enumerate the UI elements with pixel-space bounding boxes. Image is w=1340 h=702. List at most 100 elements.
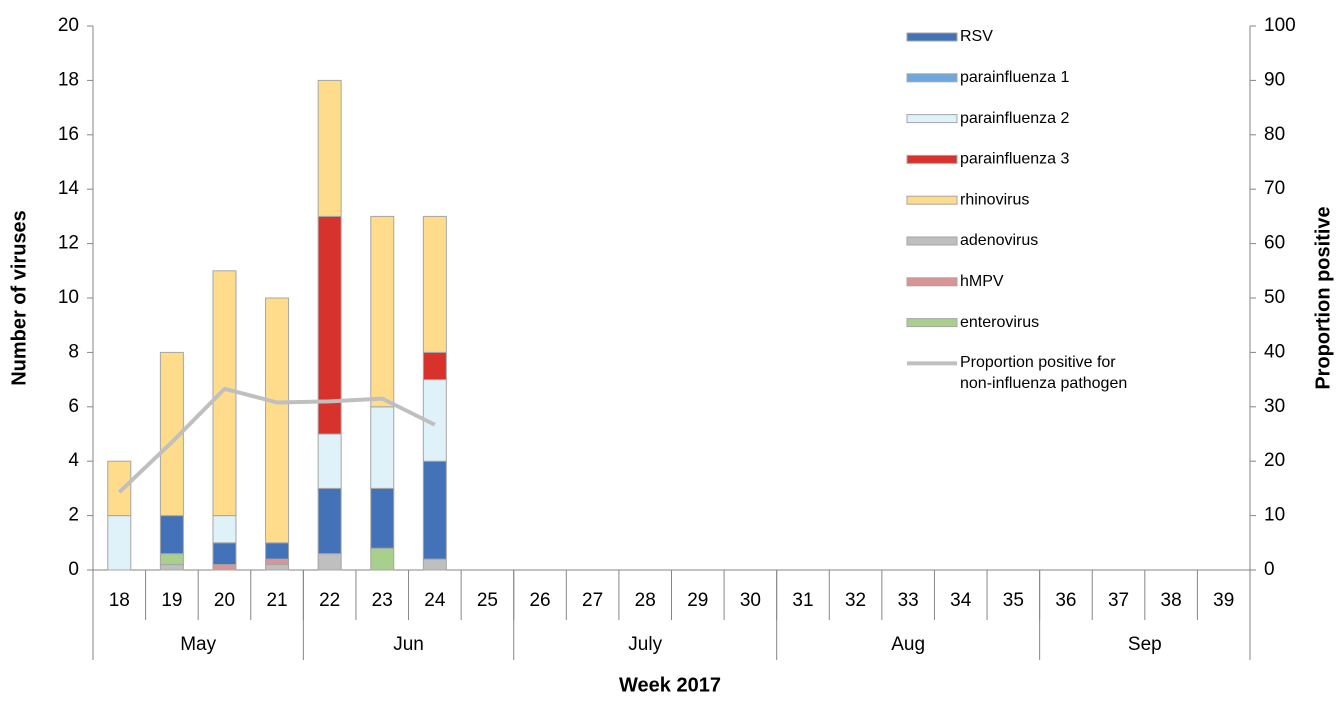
x-tick-label: 19 (161, 590, 182, 611)
bar-segment (159, 564, 184, 571)
legend-item: hMPV (906, 273, 1004, 290)
legend-item: adenovirus (906, 232, 1038, 249)
x-tick-label: 18 (109, 590, 130, 611)
bar-segment (422, 215, 447, 353)
y-tick-label: 12 (58, 233, 79, 254)
bar-segment (370, 406, 395, 489)
y-tick-label: 14 (58, 178, 80, 199)
x-tick-label: 33 (898, 590, 919, 611)
x-group-label: Sep (1128, 634, 1162, 655)
legend-label: hMPV (960, 273, 1004, 290)
legend-label: adenovirus (960, 232, 1038, 249)
y2-tick-label: 20 (1264, 450, 1285, 471)
x-tick-label: 20 (214, 590, 235, 611)
bar-segment (107, 515, 132, 571)
y2-tick-label: 40 (1264, 341, 1285, 362)
y-axis-title: Number of viruses (8, 210, 30, 386)
bar-segment (159, 351, 184, 517)
bar-segment (212, 542, 237, 566)
x-tick-label: 34 (950, 590, 972, 611)
x-tick-label: 31 (792, 590, 813, 611)
x-tick-label: 37 (1108, 590, 1129, 611)
legend-swatch (906, 318, 958, 328)
legend-label: RSV (960, 28, 993, 45)
legend-label-box: Proportion positive for non-influenza pa… (960, 354, 1128, 393)
bar-segment (265, 297, 290, 544)
bar-segment (265, 558, 290, 566)
bar-segment (317, 79, 342, 217)
y2-axis-title: Proportion positive (1312, 206, 1334, 389)
bar-segment (370, 215, 395, 408)
bar-segment (370, 487, 395, 549)
x-tick-label: 30 (740, 590, 761, 611)
y-tick-label: 16 (58, 124, 79, 145)
x-tick-label: 22 (319, 590, 340, 611)
y2-tick-label: 60 (1264, 233, 1285, 254)
legend-swatch (906, 154, 958, 164)
x-tick-label: 25 (477, 590, 498, 611)
y2-tick-label: 70 (1264, 178, 1285, 199)
legend-item: parainfluenza 2 (906, 110, 1070, 127)
y-tick-label: 8 (68, 341, 79, 362)
x-group-label: May (180, 634, 216, 655)
y-tick-label: 2 (68, 505, 79, 526)
bar-segment (159, 553, 184, 566)
y-tick-label: 18 (58, 69, 79, 90)
y-tick-label: 20 (58, 15, 79, 36)
legend-label: enterovirus (960, 314, 1039, 331)
x-group-label: Aug (891, 634, 925, 655)
legend-swatch (906, 114, 958, 124)
x-tick-label: 29 (687, 590, 708, 611)
legend-swatch (906, 195, 958, 205)
legend-item: enterovirus (906, 314, 1039, 331)
x-group-label: July (628, 634, 662, 655)
y-tick-label: 0 (68, 559, 79, 580)
y-tick-label: 10 (58, 287, 79, 308)
bar-segment (317, 553, 342, 571)
bar-segment (422, 351, 447, 381)
bar-segment (317, 487, 342, 555)
legend-label: parainfluenza 3 (960, 151, 1070, 168)
bar-segment (212, 515, 237, 544)
y2-tick-label: 90 (1264, 69, 1285, 90)
legend-label: rhinovirus (960, 191, 1029, 208)
bar-segment (212, 270, 237, 517)
bar-segment (107, 460, 132, 517)
x-tick-label: 24 (424, 590, 446, 611)
legend-item: Proportion positive for non-influenza pa… (907, 354, 1128, 393)
x-tick-label: 32 (845, 590, 866, 611)
x-tick-label: 28 (635, 590, 656, 611)
bar-segment (370, 547, 395, 571)
x-tick-label: 27 (582, 590, 603, 611)
x-tick-label: 21 (266, 590, 287, 611)
x-tick-label: 26 (529, 590, 550, 611)
bar-segment (422, 460, 447, 560)
bar-segment (422, 558, 447, 571)
legend-label: parainfluenza 2 (960, 110, 1070, 127)
y2-tick-label: 10 (1264, 505, 1285, 526)
y-tick-label: 4 (68, 450, 79, 471)
y-tick-label: 6 (68, 396, 79, 417)
x-tick-label: 35 (1003, 590, 1024, 611)
y2-tick-label: 30 (1264, 396, 1285, 417)
legend-swatch (906, 236, 958, 246)
x-tick-label: 36 (1055, 590, 1076, 611)
bar-segment (159, 515, 184, 555)
x-tick-label: 23 (372, 590, 393, 611)
y2-tick-label: 80 (1264, 124, 1285, 145)
line-series (117, 386, 436, 494)
legend-item: rhinovirus (906, 191, 1029, 208)
legend-label: parainfluenza 1 (960, 69, 1070, 86)
x-tick-label: 39 (1213, 590, 1234, 611)
bar-segment (265, 542, 290, 560)
legend-swatch (906, 73, 958, 83)
legend-label: Proportion positive for non-influenza pa… (960, 354, 1128, 393)
x-group-label: Jun (393, 634, 424, 655)
legend-item: parainfluenza 1 (906, 69, 1070, 86)
bar-segment (265, 564, 290, 571)
legend-swatch (906, 277, 958, 287)
x-axis-title: Week 2017 (619, 674, 721, 696)
legend-item: RSV (906, 28, 993, 45)
y2-tick-label: 100 (1264, 15, 1296, 36)
